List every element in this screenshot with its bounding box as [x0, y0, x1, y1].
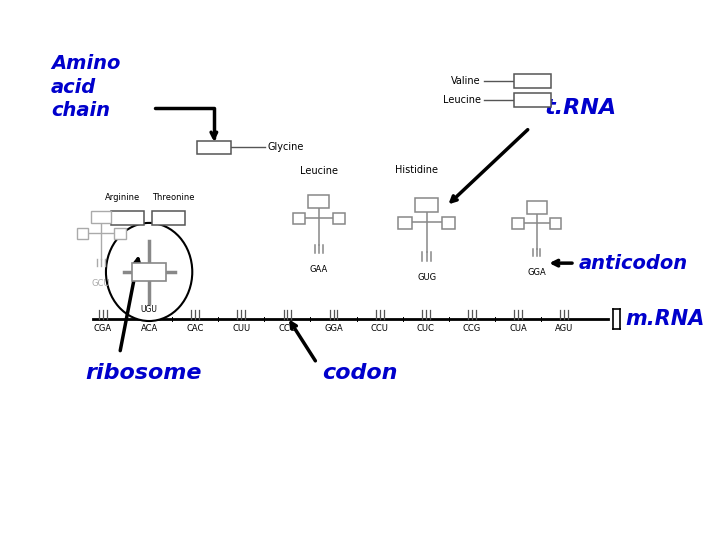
Bar	[514, 93, 552, 107]
Bar	[152, 211, 186, 225]
Bar	[132, 263, 166, 281]
Text: Leucine: Leucine	[300, 166, 338, 176]
Bar	[293, 213, 305, 224]
Text: UGU: UGU	[140, 305, 158, 314]
Text: ACA: ACA	[140, 324, 158, 333]
Ellipse shape	[106, 223, 192, 321]
Text: anticodon: anticodon	[579, 254, 688, 273]
Text: GAA: GAA	[310, 265, 328, 274]
Bar	[197, 140, 230, 154]
Text: GGA: GGA	[527, 268, 546, 277]
Bar	[415, 198, 438, 212]
Bar	[526, 201, 546, 214]
Bar	[549, 218, 561, 229]
Text: CCU: CCU	[371, 324, 389, 333]
Bar	[333, 213, 345, 224]
Bar	[111, 211, 144, 225]
Bar	[91, 211, 111, 224]
Text: Threonine: Threonine	[153, 193, 195, 202]
Text: CGA: CGA	[94, 324, 112, 333]
Bar	[76, 228, 88, 239]
Text: CAC: CAC	[186, 324, 204, 333]
Text: CUA: CUA	[509, 324, 527, 333]
Text: Valine: Valine	[451, 76, 481, 86]
Bar	[398, 217, 412, 230]
Text: GUG: GUG	[417, 273, 436, 282]
Text: CUU: CUU	[233, 324, 251, 333]
Text: Histidine: Histidine	[395, 165, 438, 175]
Text: Leucine: Leucine	[443, 95, 481, 105]
Text: GCU: GCU	[91, 279, 110, 288]
Bar	[114, 228, 125, 239]
Text: ribosome: ribosome	[86, 363, 202, 383]
Text: Arginine: Arginine	[105, 193, 140, 202]
Text: CUC: CUC	[417, 324, 435, 333]
Text: Amino
acid
chain: Amino acid chain	[51, 54, 120, 120]
Text: CCG: CCG	[279, 324, 297, 333]
Text: t.RNA: t.RNA	[544, 98, 616, 118]
Text: CCG: CCG	[463, 324, 481, 333]
Text: m.RNA: m.RNA	[625, 309, 704, 329]
Text: GGA: GGA	[324, 324, 343, 333]
Text: AGU: AGU	[555, 324, 573, 333]
Text: codon: codon	[322, 363, 397, 383]
Bar	[514, 74, 552, 87]
Bar	[308, 195, 329, 208]
Bar	[442, 217, 455, 230]
Bar	[512, 218, 523, 229]
Text: Glycine: Glycine	[268, 143, 304, 152]
